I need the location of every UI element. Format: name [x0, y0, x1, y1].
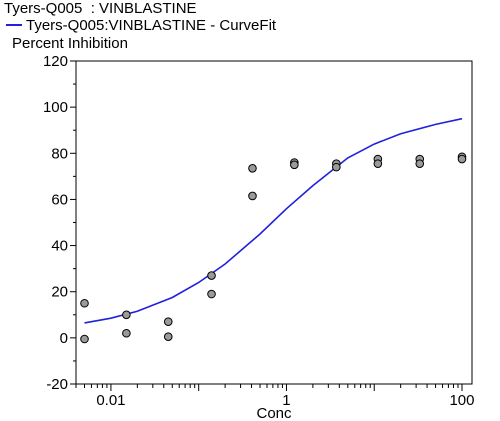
data-point: [373, 159, 383, 168]
data-point: [290, 160, 299, 170]
data-point: [122, 310, 131, 320]
data-point: [80, 298, 89, 308]
plot-frame: [75, 60, 473, 385]
data-point: [248, 163, 257, 173]
y-axis-label: Percent Inhibition: [12, 35, 128, 52]
y-tick-label: -20: [46, 376, 68, 393]
legend-label: Tyers-Q005:VINBLASTINE - CurveFit: [26, 16, 277, 34]
x-axis-label: Conc: [256, 405, 292, 421]
data-points: [80, 152, 467, 344]
curve-fit: [84, 117, 463, 324]
y-tick-label: 80: [51, 145, 68, 162]
y-tick-label: 120: [43, 53, 68, 70]
y-tick-label: 60: [51, 191, 68, 208]
x-tick-label: 100: [449, 392, 474, 409]
curve-fit-line: [84, 117, 463, 324]
data-point: [207, 271, 216, 280]
legend-line-swatch: [6, 24, 22, 26]
y-tick-label: 0: [60, 330, 68, 347]
tick-labels: -20 0 20 40 60 80 100 120 0.01 1 100: [43, 53, 475, 409]
chart-title: Tyers-Q005 : VINBLASTINE: [4, 0, 197, 17]
data-point: [163, 317, 173, 327]
data-point: [248, 191, 257, 201]
data-point: [207, 289, 216, 299]
data-point: [332, 162, 341, 172]
axes: [70, 60, 473, 391]
data-point: [457, 154, 467, 164]
x-tick-label: 1: [282, 392, 290, 409]
y-tick-label: 100: [43, 99, 68, 116]
x-tick-label: 0.01: [96, 392, 125, 409]
data-point: [415, 159, 425, 168]
data-point: [122, 328, 131, 338]
legend: Tyers-Q005:VINBLASTINE - CurveFit: [6, 16, 276, 34]
y-tick-label: 40: [51, 238, 68, 255]
y-tick-label: 20: [51, 284, 68, 301]
data-point: [163, 332, 173, 342]
data-point: [80, 334, 89, 344]
